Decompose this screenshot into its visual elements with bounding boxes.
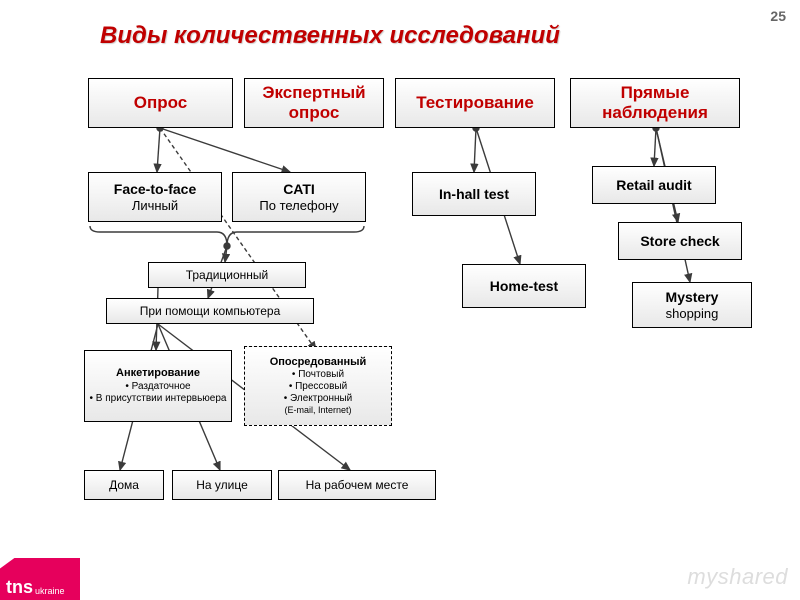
node-retail: Retail audit [592,166,716,204]
node-home: Дома [84,470,164,500]
node-capi: При помощи компьютера [106,298,314,324]
node-store: Store check [618,222,742,260]
page-number: 25 [770,8,786,24]
node-mystery: Mysteryshopping [632,282,752,328]
node-expert: Экспертныйопрос [244,78,384,128]
node-f2f: Face-to-faceЛичный [88,172,222,222]
node-direct: Прямыенаблюдения [570,78,740,128]
slide-title: Виды количественных исследований [100,22,560,50]
node-testing: Тестирование [395,78,555,128]
watermark: myshared [687,564,788,590]
node-mediated: ОпосредованныйПочтовыйПрессовыйЭлектронн… [244,346,392,426]
node-street: На улице [172,470,272,500]
node-anket: АнкетированиеРаздаточноеВ присутствии ин… [84,350,232,422]
node-hometest: Home-test [462,264,586,308]
node-opros: Опрос [88,78,233,128]
node-work: На рабочем месте [278,470,436,500]
node-cati: CATIПо телефону [232,172,366,222]
node-inhall: In-hall test [412,172,536,216]
logo-suffix: ukraine [35,587,65,596]
tns-logo: tns ukraine [0,558,80,600]
logo-brand: tns [6,578,33,596]
node-trad: Традиционный [148,262,306,288]
